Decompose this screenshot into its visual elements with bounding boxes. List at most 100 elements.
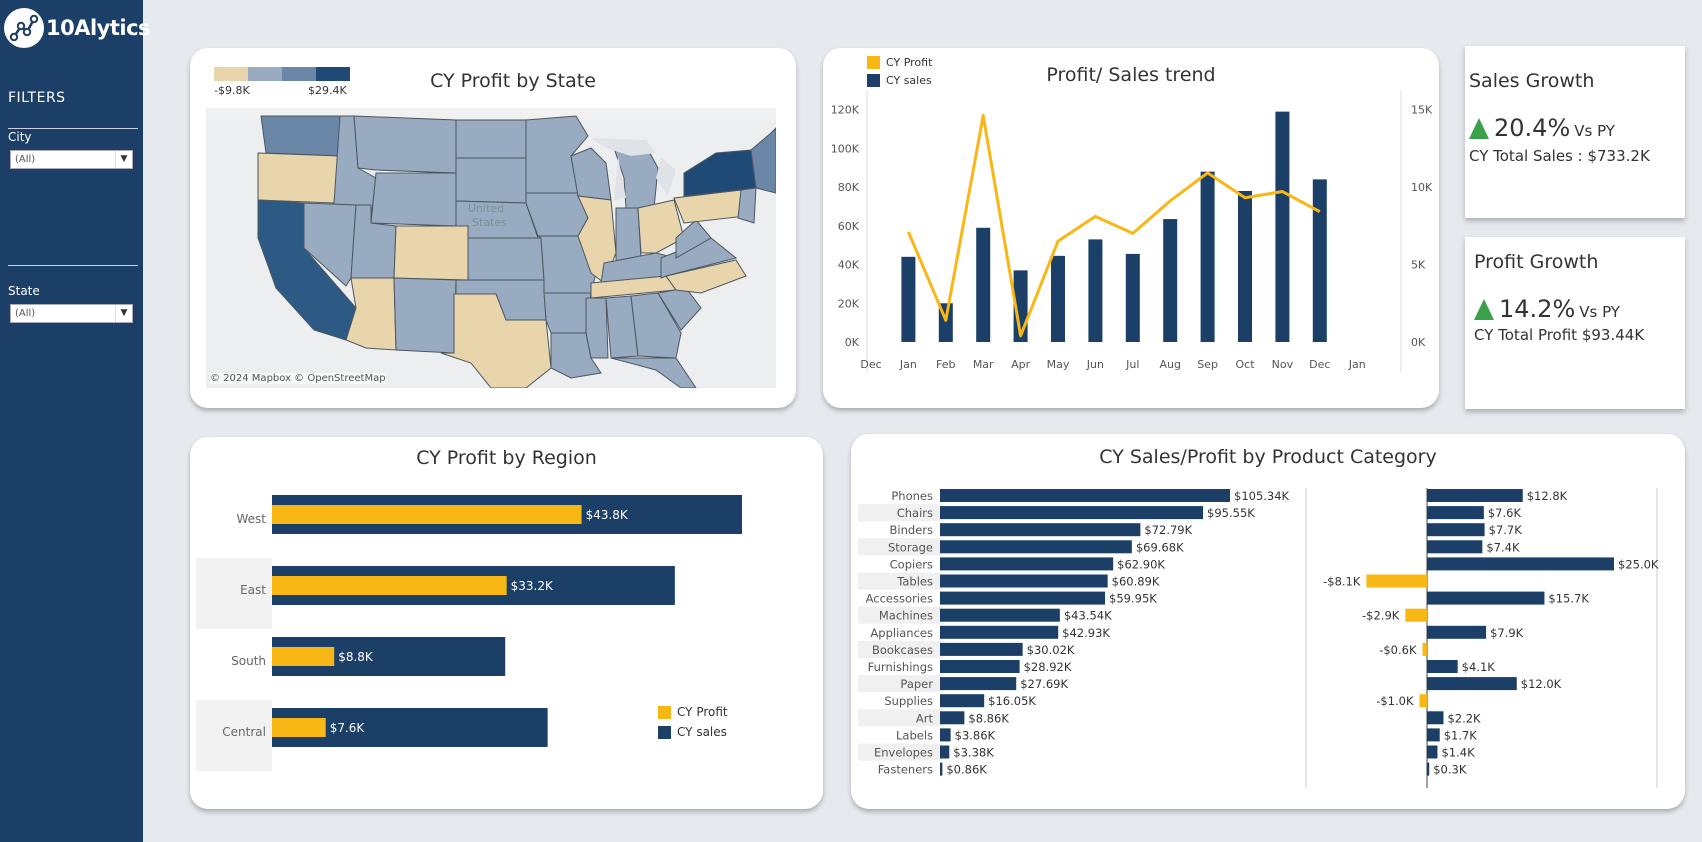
category-label: Art (916, 711, 934, 725)
state-WV (675, 219, 712, 259)
sales-bar (940, 540, 1132, 554)
sales-bar (940, 591, 1106, 605)
x-tick-label: Feb (936, 358, 955, 371)
profit-bar (1427, 489, 1523, 502)
region-label: South (231, 654, 266, 668)
divider (8, 265, 138, 266)
state-filter-label: State (8, 284, 40, 298)
row-band (858, 572, 942, 590)
region-chart[interactable]: West $43.8K East $33.2K South $8.8K Central $7.… (190, 437, 823, 809)
category-label: Copiers (890, 557, 933, 571)
sidebar: 10Alytics FILTERS City (All) ▼ State (Al… (0, 0, 151, 842)
sales-bar (940, 728, 951, 742)
sales-bar (940, 660, 1020, 673)
arrow-up-icon (1474, 298, 1494, 320)
region-label: West (236, 512, 266, 526)
sales-data-label: $30.02K (1027, 643, 1075, 657)
map-attribution[interactable]: © 2024 Mapbox © OpenStreetMap (210, 373, 386, 384)
profit-bar (1427, 540, 1483, 554)
x-tick-label: Aug (1159, 358, 1180, 371)
x-tick-label: May (1047, 358, 1070, 371)
state-NE-region (750, 127, 776, 194)
profit-bar (1427, 711, 1444, 725)
state-OR (257, 152, 341, 204)
sales-data-label: $27.69K (1020, 677, 1068, 691)
legend-item-profit: CY Profit (867, 56, 932, 69)
profit-data-label: $7.4K (1486, 540, 1520, 554)
profit-data-label: $8.8K (338, 650, 374, 664)
brand-logo[interactable]: 10Alytics (4, 8, 151, 48)
state-FL (610, 357, 697, 388)
profit-by-state-card: CY Profit by State -$9.8K $29.4K (190, 48, 796, 408)
sales-growth-card: Sales Growth 20.4% Vs PY CY Total Sales … (1465, 46, 1685, 218)
profit-data-label: $25.0K (1618, 557, 1659, 571)
chevron-down-icon[interactable]: ▼ (115, 151, 132, 168)
state-SD (455, 157, 527, 204)
region-label: East (240, 583, 266, 597)
x-tick-label: Sep (1197, 358, 1218, 371)
region-title: CY Profit by Region (416, 447, 597, 469)
state-WY (370, 172, 457, 227)
profit-bar (1422, 642, 1427, 656)
state-NC (665, 259, 747, 294)
profit-data-label: $12.0K (1521, 677, 1562, 691)
map-title: CY Profit by State (430, 70, 596, 92)
category-chart[interactable]: Phones $105.34K $12.8K Chairs $95.55K $7.6K Bi… (851, 434, 1685, 809)
x-tick-label: Nov (1272, 358, 1294, 371)
state-MT (353, 115, 457, 174)
sales-bar (1125, 253, 1140, 342)
profit-data-label: $1.4K (1441, 746, 1475, 760)
state-WA (260, 115, 347, 157)
sales-bar (1051, 255, 1065, 342)
state-WI (570, 147, 612, 201)
left-tick-label: 60K (838, 220, 860, 233)
category-label: Storage (888, 540, 933, 554)
profit-data-label: $7.6K (330, 721, 366, 735)
region-label: Central (222, 725, 266, 739)
city-filter-select[interactable]: (All) ▼ (10, 150, 133, 169)
profit-growth-value: 14.2% (1499, 295, 1576, 323)
sales-bar (940, 642, 1023, 656)
sales-total: CY Total Sales : $733.2K (1469, 147, 1650, 165)
trend-legend: CY Profit CY sales (867, 56, 932, 87)
sales-data-label: $8.86K (968, 711, 1009, 725)
us-map[interactable]: United States © 2024 Mapbox © OpenStreet… (206, 108, 776, 388)
state-NJ (737, 187, 757, 224)
profit-bar (272, 576, 507, 595)
legend-swatch (867, 56, 880, 69)
sales-growth-vs: Vs PY (1574, 122, 1615, 140)
left-tick-label: 120K (831, 104, 860, 117)
profit-data-label: -$2.9K (1362, 609, 1400, 623)
sales-data-label: $59.95K (1109, 592, 1157, 606)
row-band (196, 700, 272, 771)
category-title: CY Sales/Profit by Product Category (1099, 446, 1437, 468)
category-label: Labels (896, 728, 933, 742)
arrow-up-icon (1469, 117, 1489, 139)
profit-data-label: $33.2K (511, 579, 554, 593)
sales-data-label: $69.68K (1136, 540, 1184, 554)
profit-data-label: $7.6K (1488, 506, 1522, 520)
sales-bar (940, 523, 1141, 537)
sales-growth-value: 20.4% (1494, 114, 1571, 142)
row-band (858, 675, 942, 693)
sales-data-label: $16.05K (988, 694, 1036, 708)
profit-bar (1427, 591, 1545, 605)
chevron-down-icon[interactable]: ▼ (115, 305, 132, 322)
state-TX (440, 293, 552, 388)
city-filter-value: (All) (15, 154, 36, 165)
profit-bar (1427, 506, 1484, 520)
profit-total: CY Total Profit $93.44K (1474, 326, 1645, 344)
legend-swatch (867, 74, 880, 87)
legend-item-sales: CY sales (867, 74, 932, 87)
profit-data-label: $0.3K (1433, 763, 1467, 777)
row-band (858, 606, 942, 624)
profit-bar (272, 505, 582, 524)
state-filter-select[interactable]: (All) ▼ (10, 304, 133, 323)
state-NM (393, 277, 457, 354)
row-band (858, 709, 942, 727)
sales-data-label: $42.93K (1062, 626, 1110, 640)
trend-title: Profit/ Sales trend (1046, 64, 1216, 86)
left-tick-label: 20K (838, 297, 860, 310)
sales-bar (940, 574, 1108, 588)
